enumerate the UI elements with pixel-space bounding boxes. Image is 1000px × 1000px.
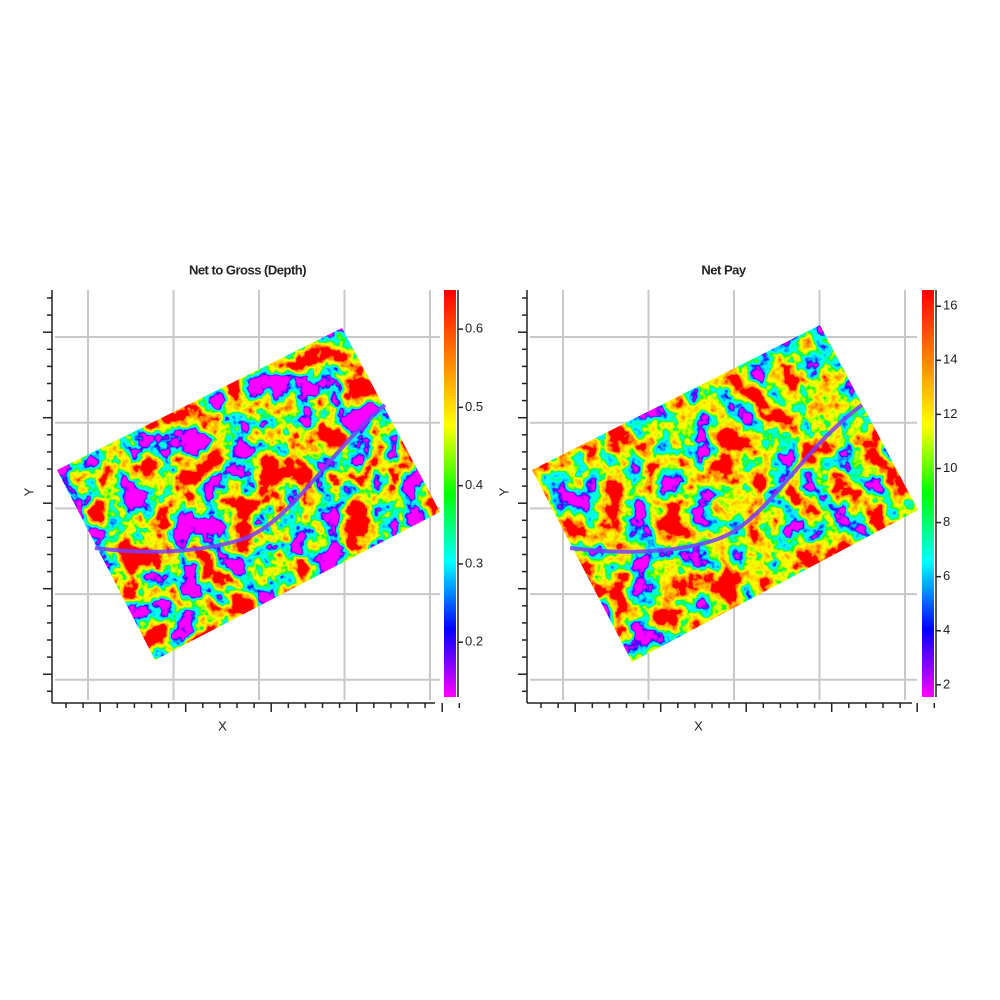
colorbar-tick-label: 10	[943, 460, 957, 475]
colorbar-tick-label: 16	[943, 298, 957, 313]
heatmap-chart: Net Pay X Y 2 4 6 8 10 12 14 16	[496, 262, 957, 733]
colorbar-tick-label: 0.2	[465, 634, 483, 649]
colorbar-tick-label: 6	[943, 568, 950, 583]
y-axis-label: Y	[21, 487, 36, 496]
x-axis-label: X	[694, 718, 703, 733]
heatmap-chart: Net to Gross (Depth) X Y 0.2 0.3 0.4 0.5 0.6	[21, 262, 483, 733]
colorbar-tick-label: 14	[943, 352, 957, 367]
map-surface	[57, 328, 440, 660]
chart-title: Net to Gross (Depth)	[189, 262, 306, 277]
colorbar-tick-label: 0.4	[465, 477, 483, 492]
colorbar-tick-label: 2	[943, 676, 950, 691]
colorbar-tick-label: 0.6	[465, 321, 483, 336]
map-surface	[532, 325, 918, 662]
chart-title: Net Pay	[701, 262, 746, 277]
colorbar-tick-label: 12	[943, 406, 957, 421]
fault-trace	[94, 403, 387, 554]
y-axis-label: Y	[496, 487, 511, 496]
charts: Net to Gross (Depth)XY0.20.30.40.50.6Net…	[21, 262, 957, 733]
colorbar-tick-label: 4	[943, 622, 950, 637]
colorbar	[444, 290, 456, 697]
colorbar	[922, 290, 934, 697]
colorbar-tick-label: 8	[943, 514, 950, 529]
colorbar-tick-label: 0.5	[465, 399, 483, 414]
x-axis-label: X	[218, 718, 227, 733]
colorbar-tick-label: 0.3	[465, 555, 483, 570]
fault-trace	[569, 403, 864, 554]
